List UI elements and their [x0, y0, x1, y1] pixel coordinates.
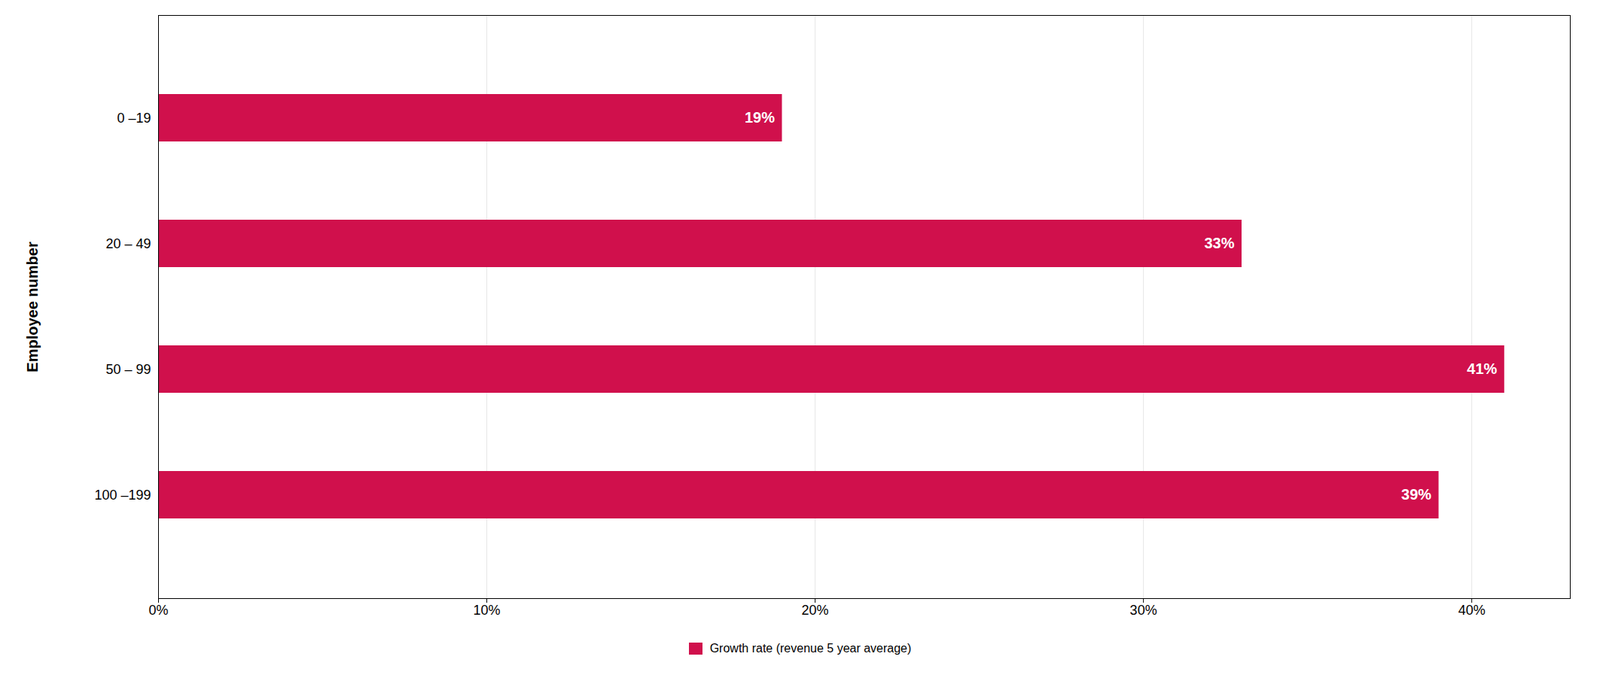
svg-text:Employee number: Employee number [24, 241, 41, 373]
svg-text:30%: 30% [1130, 603, 1158, 619]
svg-text:33%: 33% [1203, 234, 1235, 252]
svg-text:41%: 41% [1466, 360, 1497, 378]
svg-text:0 –19: 0 –19 [116, 110, 151, 126]
html-text:Growth rate (revenue 5 year av: Growth rate (revenue 5 year average) [709, 642, 912, 656]
svg-text:19%: 19% [744, 109, 775, 126]
svg-text:39%: 39% [1401, 486, 1432, 503]
svg-text:50 – 99: 50 – 99 [105, 362, 151, 378]
svg-text:20 – 49: 20 – 49 [105, 236, 151, 252]
svg-text:0%: 0% [148, 603, 168, 619]
svg-text:100 –199: 100 –199 [94, 487, 151, 503]
svg-text:20%: 20% [801, 603, 829, 619]
svg-text:40%: 40% [1458, 603, 1486, 619]
svg-text:10%: 10% [473, 603, 501, 619]
